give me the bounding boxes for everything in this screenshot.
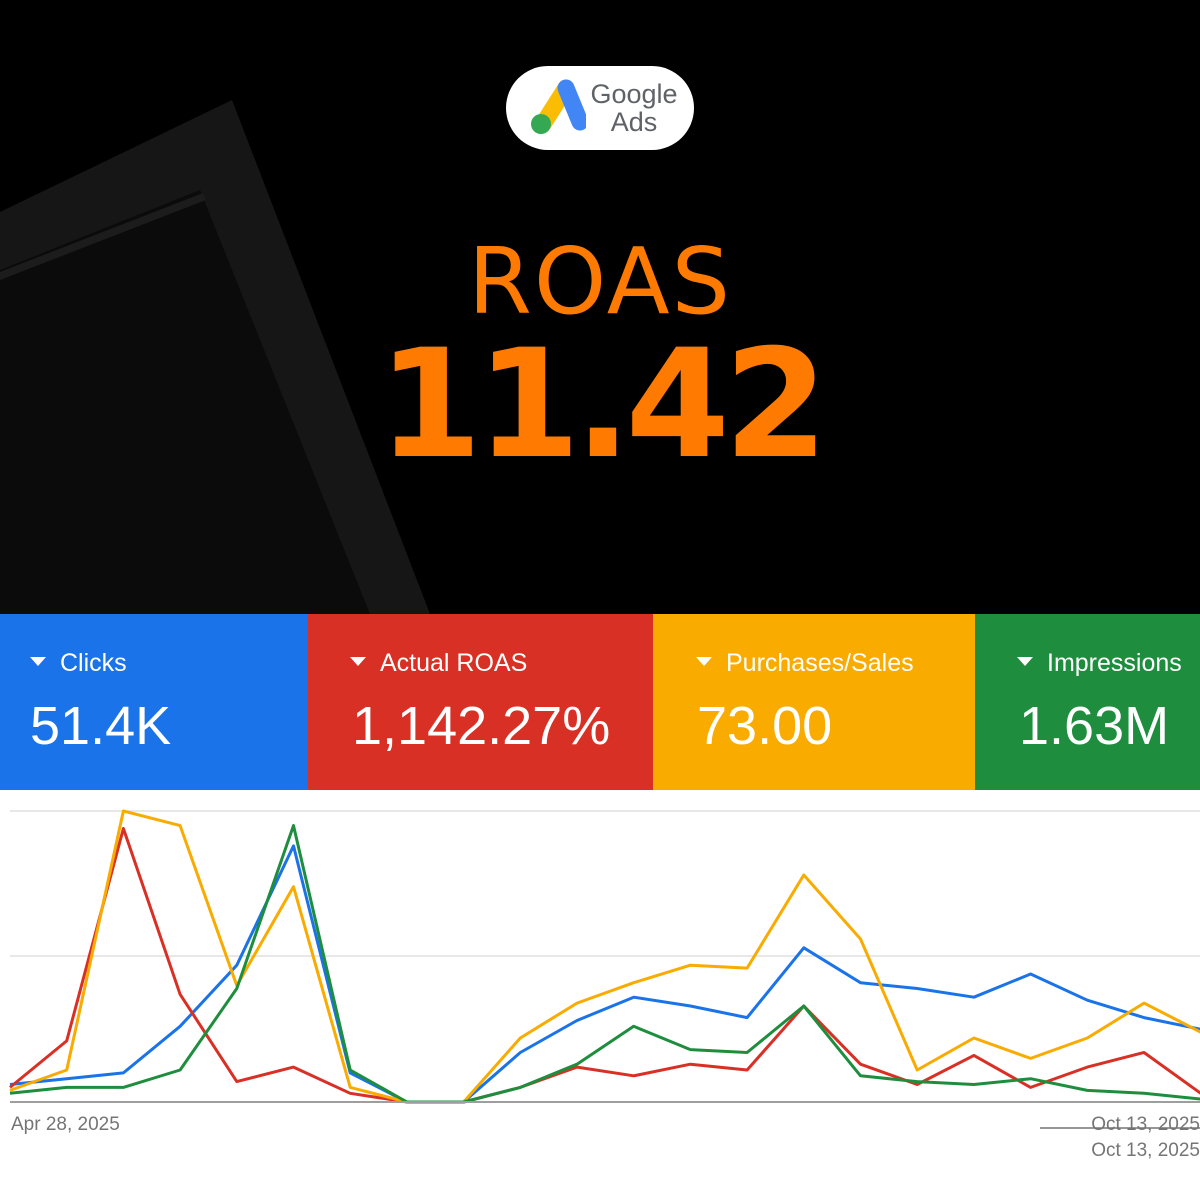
x-axis-end-label: Oct 13, 2025 [1091,1114,1200,1135]
kpi-label-clicks: Clicks [60,649,127,677]
kpi-tile-impressions[interactable]: Impressions 1.63M [975,614,1200,790]
roas-value: 11.42 [377,318,828,492]
kpi-label-purchases-sales: Purchases/Sales [726,649,914,677]
logo-wordmark: Google Ads [586,80,682,136]
series-layer [9,809,1200,1104]
kpi-label-row: Impressions [1017,648,1182,678]
kpi-label-actual-roas: Actual ROAS [380,649,528,677]
logo-text-google: Google [590,79,678,109]
kpi-tile-purchases-sales[interactable]: Purchases/Sales 73.00 [653,614,975,790]
dropdown-caret-icon[interactable] [30,657,46,667]
background-decoration [0,100,430,614]
x-axis-end-label-duplicate: Oct 13, 2025 [1091,1140,1200,1161]
google-ads-logo: Google Ads [506,66,694,150]
series-line-purchases-sales [9,809,1200,1104]
dropdown-caret-icon[interactable] [1017,657,1033,667]
roas-title: ROAS [467,228,733,335]
x-axis-start-label: Apr 28, 2025 [11,1114,120,1135]
google-ads-logo-icon [531,79,586,134]
kpi-tile-actual-roas[interactable]: Actual ROAS 1,142.27% [308,614,653,790]
kpi-scorecard-row: Clicks 51.4K Actual ROAS 1,142.27% Purch… [0,614,1200,790]
dropdown-caret-icon[interactable] [696,657,712,667]
series-line-impressions [9,824,1200,1104]
kpi-value-clicks: 51.4K [30,696,172,756]
timeseries-line-chart: Apr 28, 2025 Oct 13, 2025 Oct 13, 2025 [9,809,1200,1161]
kpi-value-impressions: 1.63M [1019,696,1170,756]
logo-text-ads: Ads [610,107,658,137]
dropdown-caret-icon[interactable] [350,657,366,667]
kpi-value-actual-roas: 1,142.27% [352,696,611,756]
kpi-label-impressions: Impressions [1047,649,1182,677]
kpi-value-purchases-sales: 73.00 [697,696,833,756]
series-line-clicks [9,844,1200,1104]
kpi-label-row: Purchases/Sales [696,648,914,678]
kpi-label-row: Actual ROAS [350,648,527,678]
hero-banner: Google Ads ROAS 11.42 [0,0,1200,614]
kpi-label-row: Clicks [30,648,127,678]
kpi-tile-clicks[interactable]: Clicks 51.4K [0,614,308,790]
series-line-actual-roas [9,827,1200,1104]
